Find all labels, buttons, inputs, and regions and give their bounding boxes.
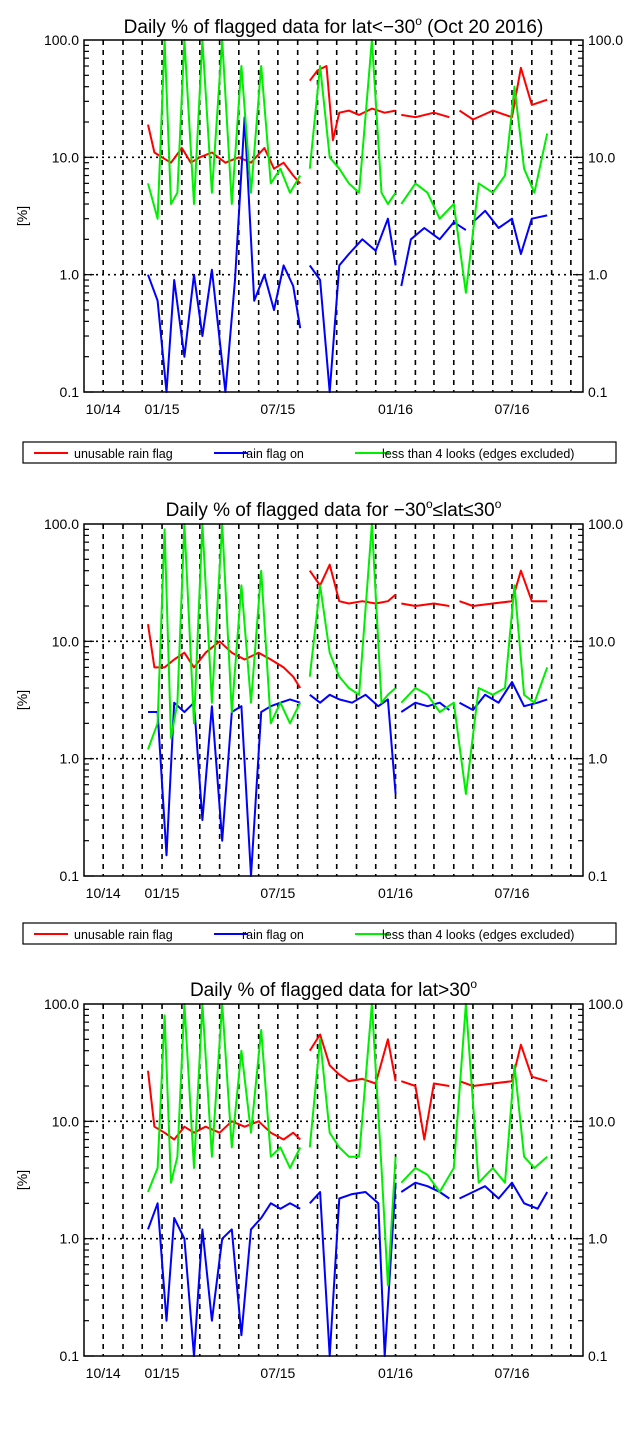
- x-tick-label: 01/15: [145, 885, 180, 901]
- x-tick-label: 01/15: [145, 401, 180, 417]
- y-tick-label: 100.0: [44, 32, 79, 48]
- y-tick-label: 0.1: [60, 384, 80, 400]
- y-tick-label: 10.0: [52, 1113, 79, 1129]
- y-ticks: 100.0 100.0 10.0 10.0 1.0 1.0 0.1 0.1: [44, 32, 623, 400]
- series-line-unusable-rain-flag: [147, 1070, 301, 1141]
- x-tick-label: 01/16: [378, 401, 413, 417]
- x-tick-label: 01/16: [378, 1365, 413, 1381]
- y-tick-label: 1.0: [60, 267, 80, 283]
- x-tick-label: 07/16: [494, 401, 529, 417]
- series-line-less-than-4-looks-edges-excluded-: [308, 1003, 397, 1287]
- x-tick-label: 10/14: [86, 401, 121, 417]
- series-lines: [147, 1003, 549, 1357]
- y-tick-label-right: 1.0: [588, 751, 608, 767]
- chart-title: Daily % of flagged data for −30o≤lat≤30o: [166, 497, 502, 521]
- series-line-less-than-4-looks-edges-excluded-: [147, 523, 302, 750]
- series-line-less-than-4-looks-edges-excluded-: [308, 39, 397, 205]
- series-line-less-than-4-looks-edges-excluded-: [308, 523, 397, 704]
- y-tick-label: 10.0: [52, 633, 79, 649]
- x-tick-label: 07/15: [260, 885, 295, 901]
- chart-panel-2: Daily % of flagged data for −30o≤lat≤30o…: [14, 497, 623, 945]
- x-tick-label: 07/15: [260, 401, 295, 417]
- legend-box: [22, 922, 617, 945]
- y-tick-label-right: 10.0: [588, 1113, 615, 1129]
- series-line-rain-flag-on: [147, 1202, 301, 1357]
- plot-frame: [83, 1003, 584, 1357]
- chart-title: Daily % of flagged data for lat<−30o (Oc…: [124, 14, 544, 38]
- legend-label: unusable rain flag: [74, 447, 173, 461]
- series-line-less-than-4-looks-edges-excluded-: [147, 1003, 302, 1193]
- grid: [84, 524, 583, 876]
- x-tick-label: 07/16: [494, 1365, 529, 1381]
- series-line-unusable-rain-flag: [308, 1033, 397, 1085]
- x-tick-label: 10/14: [86, 885, 121, 901]
- series-line-unusable-rain-flag: [400, 1080, 450, 1141]
- y-tick-label-right: 1.0: [588, 267, 608, 283]
- y-tick-label: 1.0: [60, 1231, 80, 1247]
- series-lines: [147, 523, 549, 877]
- series-line-rain-flag-on: [459, 681, 548, 711]
- y-tick-label: 0.1: [60, 868, 80, 884]
- y-tick-label-right: 100.0: [588, 516, 623, 532]
- y-axis-label: [%]: [14, 1170, 30, 1190]
- y-tick-label: 10.0: [52, 149, 79, 165]
- series-line-rain-flag-on: [309, 693, 397, 795]
- y-axis-label: [%]: [14, 206, 30, 226]
- series-lines: [147, 39, 549, 393]
- series-line-unusable-rain-flag: [401, 111, 450, 119]
- series-line-rain-flag-on: [400, 1181, 450, 1200]
- chart-panel-1: Daily % of flagged data for lat<−30o (Oc…: [14, 14, 623, 464]
- y-ticks: 100.0 100.0 10.0 10.0 1.0 1.0 0.1 0.1: [44, 516, 623, 884]
- y-tick-label-right: 100.0: [588, 32, 623, 48]
- plot-frame: [83, 39, 584, 393]
- legend: unusable rain flag rain flag on less than …: [22, 441, 617, 464]
- y-tick-label: 100.0: [44, 516, 79, 532]
- x-tick-label: 01/15: [145, 1365, 180, 1381]
- series-line-unusable-rain-flag: [309, 65, 396, 142]
- series-line-unusable-rain-flag: [459, 1043, 548, 1087]
- series-line-unusable-rain-flag: [308, 563, 397, 605]
- x-tick-label: 10/14: [86, 1365, 121, 1381]
- series-line-less-than-4-looks-edges-excluded-: [400, 584, 549, 795]
- series-line-rain-flag-on: [148, 698, 301, 877]
- plot-frame: [83, 523, 584, 877]
- series-line-less-than-4-looks-edges-excluded-: [400, 85, 549, 294]
- y-tick-label: 100.0: [44, 996, 79, 1012]
- y-tick-label: 0.1: [60, 1348, 80, 1364]
- y-tick-label-right: 1.0: [588, 1231, 608, 1247]
- legend-label: unusable rain flag: [74, 928, 173, 942]
- series-line-rain-flag-on: [459, 1181, 549, 1210]
- chart-panel-3: Daily % of flagged data for lat>30o100.0…: [14, 977, 623, 1381]
- x-tick-label: 07/16: [494, 885, 529, 901]
- grid: [84, 1004, 583, 1356]
- chart-title: Daily % of flagged data for lat>30o: [190, 977, 477, 1001]
- series-line-less-than-4-looks-edges-excluded-: [147, 39, 302, 220]
- legend-label: rain flag on: [242, 447, 304, 461]
- legend-label: less than 4 looks (edges excluded): [382, 447, 574, 461]
- series-line-rain-flag-on: [308, 217, 397, 393]
- series-line-unusable-rain-flag: [401, 602, 450, 607]
- x-tick-label: 01/16: [378, 885, 413, 901]
- y-ticks: 100.0 100.0 10.0 10.0 1.0 1.0 0.1 0.1: [44, 996, 623, 1364]
- x-tick-label: 07/15: [260, 1365, 295, 1381]
- series-line-less-than-4-looks-edges-excluded-: [400, 1003, 548, 1193]
- y-tick-label-right: 10.0: [588, 149, 615, 165]
- series-line-unusable-rain-flag: [147, 124, 301, 185]
- y-axis-label: [%]: [14, 690, 30, 710]
- series-line-rain-flag-on: [472, 209, 548, 255]
- y-tick-label-right: 100.0: [588, 996, 623, 1012]
- series-line-rain-flag-on: [309, 1182, 397, 1357]
- y-tick-label: 1.0: [60, 751, 80, 767]
- legend-label: rain flag on: [242, 928, 304, 942]
- y-tick-label-right: 0.1: [588, 1348, 608, 1364]
- legend-label: less than 4 looks (edges excluded): [382, 928, 574, 942]
- series-line-rain-flag-on: [400, 701, 450, 713]
- y-tick-label-right: 0.1: [588, 384, 608, 400]
- y-tick-label-right: 10.0: [588, 633, 615, 649]
- series-line-unusable-rain-flag: [459, 569, 548, 607]
- y-tick-label-right: 0.1: [588, 868, 608, 884]
- legend-box: [22, 441, 617, 464]
- legend: unusable rain flag rain flag on less than …: [22, 922, 617, 945]
